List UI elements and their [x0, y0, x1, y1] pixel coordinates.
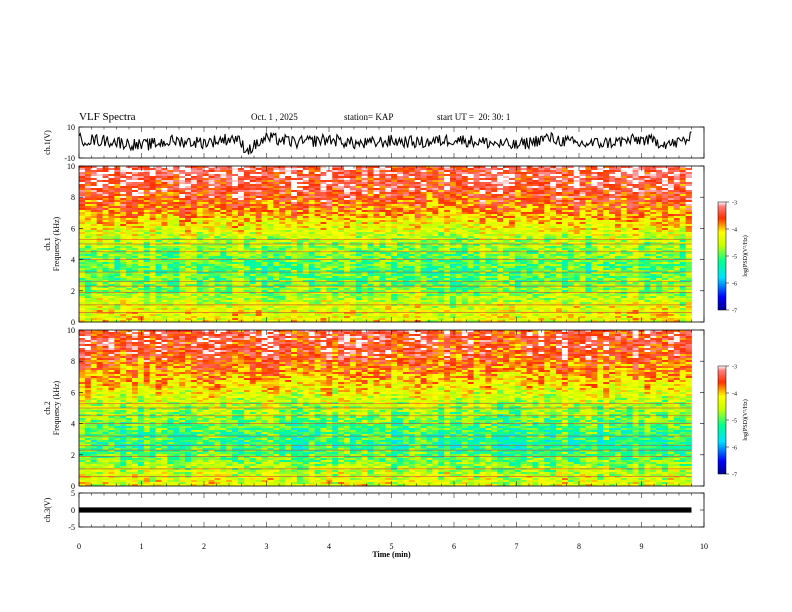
ch1-voltage-line — [78, 131, 692, 155]
y-tick-label: 2 — [71, 451, 75, 460]
y-axis-label: Frequency (kHz) — [52, 380, 61, 435]
colorbar-tick-label: -7 — [732, 309, 737, 315]
x-tick-label: 7 — [515, 542, 519, 551]
start-ut-label: start UT = 20: 30: 1 — [437, 112, 511, 122]
y-axis-label: Frequency (kHz) — [52, 216, 61, 271]
x-tick-label: 2 — [202, 542, 206, 551]
x-tick-label: 4 — [327, 542, 331, 551]
y-axis-label: ch.2 — [43, 401, 52, 415]
colorbar-1 — [717, 201, 727, 311]
x-tick-label: 6 — [452, 542, 456, 551]
y-tick-label: -10 — [64, 154, 75, 163]
chart-title: VLF Spectra — [79, 111, 136, 123]
y-tick-label: 0 — [71, 506, 75, 515]
colorbar-tick-label: -5 — [732, 255, 737, 261]
spectrogram-1 — [79, 166, 692, 323]
y-tick-label: 8 — [71, 357, 75, 366]
y-tick-label: 10 — [67, 162, 75, 171]
x-tick-label: 8 — [577, 542, 581, 551]
y-tick-label: 2 — [71, 287, 75, 296]
x-tick-label: 9 — [640, 542, 644, 551]
y-axis-label: ch.3(V) — [43, 497, 52, 522]
y-axis-label: ch.1(V) — [43, 130, 52, 155]
y-tick-label: 5 — [71, 489, 75, 498]
x-tick-label: 0 — [77, 542, 81, 551]
colorbar-tick-label: -5 — [732, 419, 737, 425]
x-tick-label: 3 — [265, 542, 269, 551]
station-label: station= KAP — [344, 112, 394, 122]
colorbar-tick-label: -4 — [732, 392, 737, 398]
colorbar-label: log(PSD)(V²/Hz) — [742, 399, 749, 440]
colorbar-label: log(PSD)(V²/Hz) — [742, 235, 749, 276]
x-tick-label: 5 — [390, 542, 394, 551]
y-tick-label: 4 — [71, 420, 75, 429]
colorbar-tick-label: -3 — [732, 365, 737, 371]
y-tick-label: 10 — [67, 326, 75, 335]
x-tick-label: 10 — [700, 542, 708, 551]
y-tick-label: 0 — [71, 482, 75, 491]
y-tick-label: 10 — [67, 123, 75, 132]
y-tick-label: 0 — [71, 318, 75, 327]
y-tick-label: -5 — [68, 523, 75, 532]
colorbar-tick-label: -6 — [732, 446, 737, 452]
date-label: Oct. 1 , 2025 — [251, 112, 298, 122]
y-tick-label: 6 — [71, 224, 75, 233]
colorbar-tick-label: -4 — [732, 228, 737, 234]
x-tick-label: 1 — [140, 542, 144, 551]
spectrogram-2 — [79, 330, 692, 487]
y-tick-label: 4 — [71, 256, 75, 265]
colorbar-2 — [717, 365, 727, 475]
y-tick-label: 8 — [71, 193, 75, 202]
colorbar-tick-label: -7 — [732, 473, 737, 479]
y-axis-label: ch.1 — [43, 237, 52, 251]
colorbar-tick-label: -3 — [732, 201, 737, 207]
y-tick-label: 6 — [71, 388, 75, 397]
x-axis-label: Time (min) — [372, 550, 411, 559]
ch3-voltage-line — [79, 507, 692, 513]
colorbar-tick-label: -6 — [732, 282, 737, 288]
